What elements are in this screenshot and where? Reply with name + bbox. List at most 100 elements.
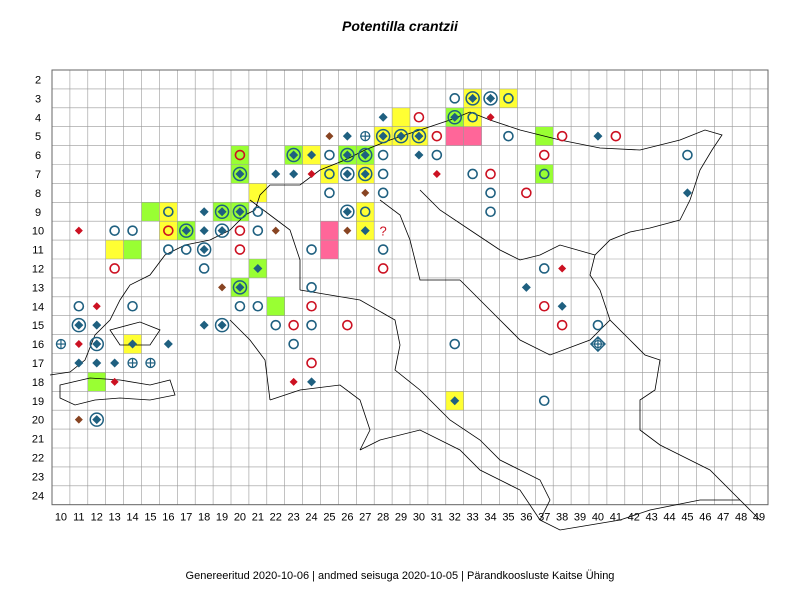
diamond-shape xyxy=(342,150,352,160)
filled-cell xyxy=(105,240,124,259)
marker-diamond-blue xyxy=(199,226,209,236)
marker-circle-red xyxy=(288,319,299,331)
circle-shape xyxy=(234,300,246,312)
y-tick-label: 10 xyxy=(32,226,44,238)
marker-diamond-blue xyxy=(360,226,370,236)
marker-ring-diamond xyxy=(393,128,409,144)
marker-diamond-brown xyxy=(361,188,370,197)
diamond-shape xyxy=(450,396,460,406)
circle-shape xyxy=(127,300,138,312)
x-tick-label: 33 xyxy=(467,512,479,524)
grid-lines xyxy=(51,69,769,506)
circle-shape xyxy=(232,204,248,219)
x-tick-label: 16 xyxy=(162,512,174,524)
circle-shape xyxy=(467,111,478,123)
filled-cell xyxy=(141,202,160,222)
circle-shape xyxy=(610,130,622,142)
boundary-inner-2 xyxy=(359,429,541,521)
marker-diamond-blue xyxy=(253,263,263,273)
filled-cell xyxy=(535,164,554,184)
filled-cell xyxy=(392,107,410,127)
circle-shape xyxy=(340,147,355,163)
circle-shape xyxy=(89,412,104,427)
diamond-shape xyxy=(378,112,388,122)
x-tick-label: 27 xyxy=(359,512,371,524)
circle-shape xyxy=(234,225,246,236)
island-hiiumaa xyxy=(109,321,161,346)
y-tick-label: 6 xyxy=(35,150,41,162)
marker-circle-red xyxy=(431,130,443,142)
circle-shape xyxy=(413,111,425,123)
marker-circle-red xyxy=(234,244,246,255)
marker-diamond-blue xyxy=(342,131,352,141)
diamond-shape xyxy=(342,169,352,179)
diamond-shape xyxy=(74,340,83,349)
circle-shape xyxy=(180,244,192,255)
marker-diamond-brown xyxy=(218,283,227,292)
diamond-shape xyxy=(360,226,370,236)
marker-circle-blue xyxy=(163,244,174,255)
diamond-shape xyxy=(682,188,692,198)
diamond-shape xyxy=(199,320,209,330)
boundary-inner-7 xyxy=(249,199,301,290)
marker-circle-blue xyxy=(234,300,246,312)
marker-diamond-red xyxy=(110,377,119,386)
x-tick-label: 38 xyxy=(556,512,568,524)
marker-ring-diamond xyxy=(196,242,212,257)
diamond-shape xyxy=(74,415,83,424)
marker-circle-blue xyxy=(377,168,389,180)
circle-shape xyxy=(234,149,246,161)
x-tick-label: 40 xyxy=(592,512,604,524)
circle-shape xyxy=(431,130,443,142)
x-tick-label: 24 xyxy=(305,512,317,524)
marker-circle-blue xyxy=(682,149,693,161)
filled-cell xyxy=(356,202,375,222)
circle-shape xyxy=(556,130,568,142)
marker-circle-red xyxy=(556,130,568,142)
border-east xyxy=(589,219,761,521)
diamond-shape xyxy=(271,226,280,235)
circle-shape xyxy=(483,91,498,106)
x-tick-label: 45 xyxy=(681,512,693,524)
marker-circle-blue xyxy=(127,300,138,312)
circle-shape xyxy=(163,244,174,255)
diamond-shape xyxy=(343,226,352,235)
marker-circle-blue xyxy=(467,111,478,123)
diamond-shape xyxy=(235,169,245,179)
footer-credits: Genereeritud 2020-10-06 | andmed seisuga… xyxy=(185,570,615,582)
marker-circle-red xyxy=(610,130,622,142)
circle-shape xyxy=(393,128,409,144)
y-tick-label: 21 xyxy=(32,434,44,446)
marker-circle-blue xyxy=(306,319,317,331)
circle-shape xyxy=(682,149,693,161)
marker-ring-diamond xyxy=(214,204,230,219)
circle-shape xyxy=(306,300,317,312)
filled-cell xyxy=(463,126,482,146)
diamond-shape xyxy=(486,93,496,103)
diamond-shape xyxy=(181,226,191,236)
x-tick-label: 28 xyxy=(377,512,389,524)
marker-diamond-brown xyxy=(325,132,334,141)
circle-shape xyxy=(447,110,462,125)
x-tick-label: 46 xyxy=(699,512,711,524)
circle-shape xyxy=(163,225,174,236)
circle-shape xyxy=(377,244,389,255)
diamond-shape xyxy=(74,358,84,368)
marker-diamond-blue xyxy=(307,150,317,160)
diamond-shape xyxy=(593,131,603,141)
x-tick-label: 47 xyxy=(717,512,729,524)
marker-circle-blue xyxy=(198,263,210,274)
marker-diamond-blue xyxy=(682,188,692,198)
circle-shape xyxy=(411,128,427,144)
circle-shape xyxy=(485,168,496,180)
y-tick-label: 12 xyxy=(32,263,44,275)
circle-shape xyxy=(127,225,138,236)
marker-circle-blue xyxy=(485,206,496,218)
x-tick-label: 21 xyxy=(252,512,264,524)
diamond-shape xyxy=(110,358,120,368)
marker-crosshair xyxy=(360,130,371,142)
circle-shape xyxy=(485,206,496,218)
marker-ring-diamond xyxy=(411,128,427,144)
marker-ring-diamond xyxy=(286,147,301,163)
